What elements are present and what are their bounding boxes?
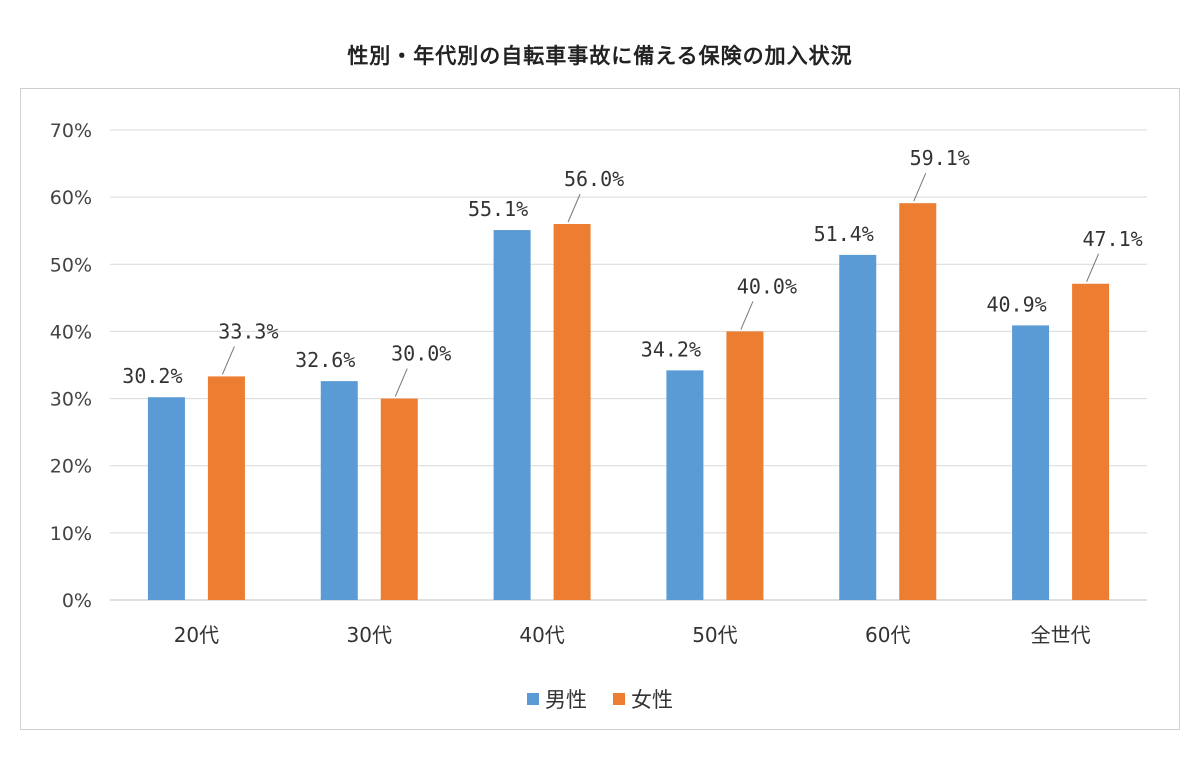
y-tick-label: 20% bbox=[50, 456, 92, 478]
bar-male bbox=[839, 254, 877, 600]
data-label: 47.1% bbox=[1082, 227, 1142, 251]
data-label: 51.4% bbox=[814, 222, 874, 246]
y-tick-label: 60% bbox=[50, 187, 92, 209]
legend-label-female: 女性 bbox=[631, 688, 673, 712]
legend-label-male: 男性 bbox=[545, 688, 587, 712]
x-tick-label: 40代 bbox=[519, 623, 564, 647]
bar-male bbox=[666, 370, 704, 600]
bar-female bbox=[380, 398, 418, 600]
data-label-leader bbox=[221, 346, 235, 375]
legend-item-female: 女性 bbox=[613, 684, 673, 714]
legend-item-male: 男性 bbox=[527, 684, 587, 714]
data-label: 40.9% bbox=[986, 292, 1046, 316]
bar-male bbox=[147, 397, 185, 600]
data-label-leader bbox=[740, 301, 754, 330]
y-tick-label: 70% bbox=[50, 120, 92, 142]
legend: 男性 女性 bbox=[0, 684, 1200, 714]
bar-female bbox=[1072, 283, 1110, 600]
data-label: 33.3% bbox=[218, 319, 278, 343]
legend-swatch-male bbox=[527, 693, 539, 705]
data-label: 56.0% bbox=[564, 167, 624, 191]
data-label: 34.2% bbox=[641, 337, 701, 361]
x-tick-label: 20代 bbox=[174, 623, 219, 647]
bar-male bbox=[320, 381, 358, 600]
x-tick-label: 50代 bbox=[692, 623, 737, 647]
y-tick-label: 0% bbox=[62, 590, 92, 612]
data-label: 40.0% bbox=[737, 274, 797, 298]
y-tick-label: 10% bbox=[50, 523, 92, 545]
legend-swatch-female bbox=[613, 693, 625, 705]
bar-female bbox=[899, 203, 937, 600]
data-label-leader bbox=[394, 368, 408, 397]
y-tick-label: 30% bbox=[50, 389, 92, 411]
data-label: 55.1% bbox=[468, 197, 528, 221]
data-label-leader bbox=[567, 193, 581, 223]
chart-frame bbox=[20, 88, 1180, 730]
bar-female bbox=[553, 224, 591, 600]
data-label-leader bbox=[913, 172, 927, 202]
data-label: 59.1% bbox=[910, 146, 970, 170]
bar-male bbox=[493, 230, 531, 601]
data-label-leader bbox=[1086, 253, 1100, 282]
bar-female bbox=[726, 331, 764, 600]
x-tick-label: 30代 bbox=[347, 623, 392, 647]
data-label: 30.2% bbox=[122, 364, 182, 388]
bar-female bbox=[207, 376, 245, 600]
data-label: 30.0% bbox=[391, 342, 451, 366]
y-tick-label: 40% bbox=[50, 321, 92, 343]
chart-title: 性別・年代別の自転車事故に備える保険の加入状況 bbox=[347, 44, 853, 68]
bar-male bbox=[1012, 325, 1050, 600]
x-tick-label: 60代 bbox=[865, 623, 910, 647]
y-tick-label: 50% bbox=[50, 254, 92, 276]
x-tick-label: 全世代 bbox=[1031, 623, 1091, 647]
data-label: 32.6% bbox=[295, 348, 355, 372]
